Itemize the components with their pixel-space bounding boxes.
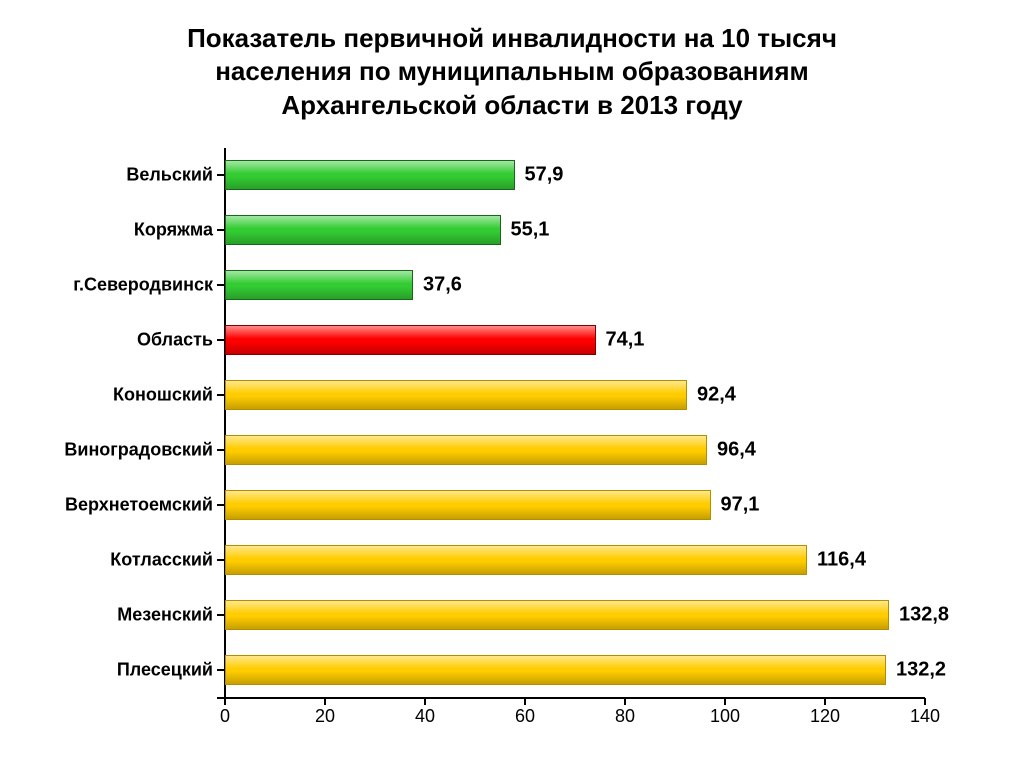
y-tick bbox=[217, 394, 225, 396]
bar bbox=[225, 435, 707, 465]
category-label: Плесецкий bbox=[117, 660, 213, 681]
value-label: 96,4 bbox=[717, 439, 756, 462]
bar bbox=[225, 490, 711, 520]
value-label: 92,4 bbox=[697, 384, 736, 407]
bar bbox=[225, 270, 413, 300]
y-tick bbox=[217, 449, 225, 451]
category-label: Вельский bbox=[126, 165, 213, 186]
x-tick bbox=[324, 698, 326, 705]
value-label: 132,8 bbox=[899, 604, 949, 627]
x-tick bbox=[824, 698, 826, 705]
x-tick-label: 20 bbox=[315, 706, 335, 727]
value-label: 116,4 bbox=[817, 549, 866, 572]
x-tick bbox=[424, 698, 426, 705]
y-tick bbox=[217, 284, 225, 286]
category-label: Коряжма bbox=[134, 220, 213, 241]
bar bbox=[225, 600, 889, 630]
category-label: Котласский bbox=[110, 550, 213, 571]
x-tick bbox=[224, 698, 226, 705]
x-tick-label: 40 bbox=[415, 706, 435, 727]
x-tick-label: 100 bbox=[710, 706, 740, 727]
x-tick-label: 120 bbox=[810, 706, 840, 727]
bar bbox=[225, 160, 515, 190]
x-tick bbox=[724, 698, 726, 705]
category-label: Коношский bbox=[113, 385, 213, 406]
y-tick bbox=[217, 697, 225, 699]
category-label: Виноградовский bbox=[64, 440, 213, 461]
category-label: Верхнетоемский bbox=[65, 495, 213, 516]
category-label: Мезенский bbox=[117, 605, 213, 626]
chart-title: Показатель первичной инвалидности на 10 … bbox=[0, 22, 1024, 122]
y-tick bbox=[217, 229, 225, 231]
y-tick bbox=[217, 614, 225, 616]
x-axis-line bbox=[225, 697, 925, 699]
y-tick bbox=[217, 669, 225, 671]
plot-area: 020406080100120140Вельский57,9Коряжма55,… bbox=[225, 148, 925, 698]
value-label: 97,1 bbox=[721, 494, 760, 517]
category-label: г.Северодвинск bbox=[73, 275, 213, 296]
x-tick-label: 140 bbox=[910, 706, 940, 727]
value-label: 132,2 bbox=[896, 659, 946, 682]
y-tick bbox=[217, 504, 225, 506]
value-label: 57,9 bbox=[525, 164, 564, 187]
value-label: 37,6 bbox=[423, 274, 462, 297]
x-tick-label: 80 bbox=[615, 706, 635, 727]
x-tick bbox=[924, 698, 926, 705]
y-tick bbox=[217, 559, 225, 561]
bar bbox=[225, 215, 501, 245]
x-tick bbox=[524, 698, 526, 705]
value-label: 74,1 bbox=[606, 329, 645, 352]
category-label: Область bbox=[137, 330, 213, 351]
bar bbox=[225, 655, 886, 685]
bar bbox=[225, 545, 807, 575]
y-tick bbox=[217, 174, 225, 176]
x-tick-label: 60 bbox=[515, 706, 535, 727]
value-label: 55,1 bbox=[511, 219, 550, 242]
bar bbox=[225, 380, 687, 410]
bar bbox=[225, 325, 596, 355]
x-tick bbox=[624, 698, 626, 705]
x-tick-label: 0 bbox=[220, 706, 230, 727]
y-tick bbox=[217, 339, 225, 341]
